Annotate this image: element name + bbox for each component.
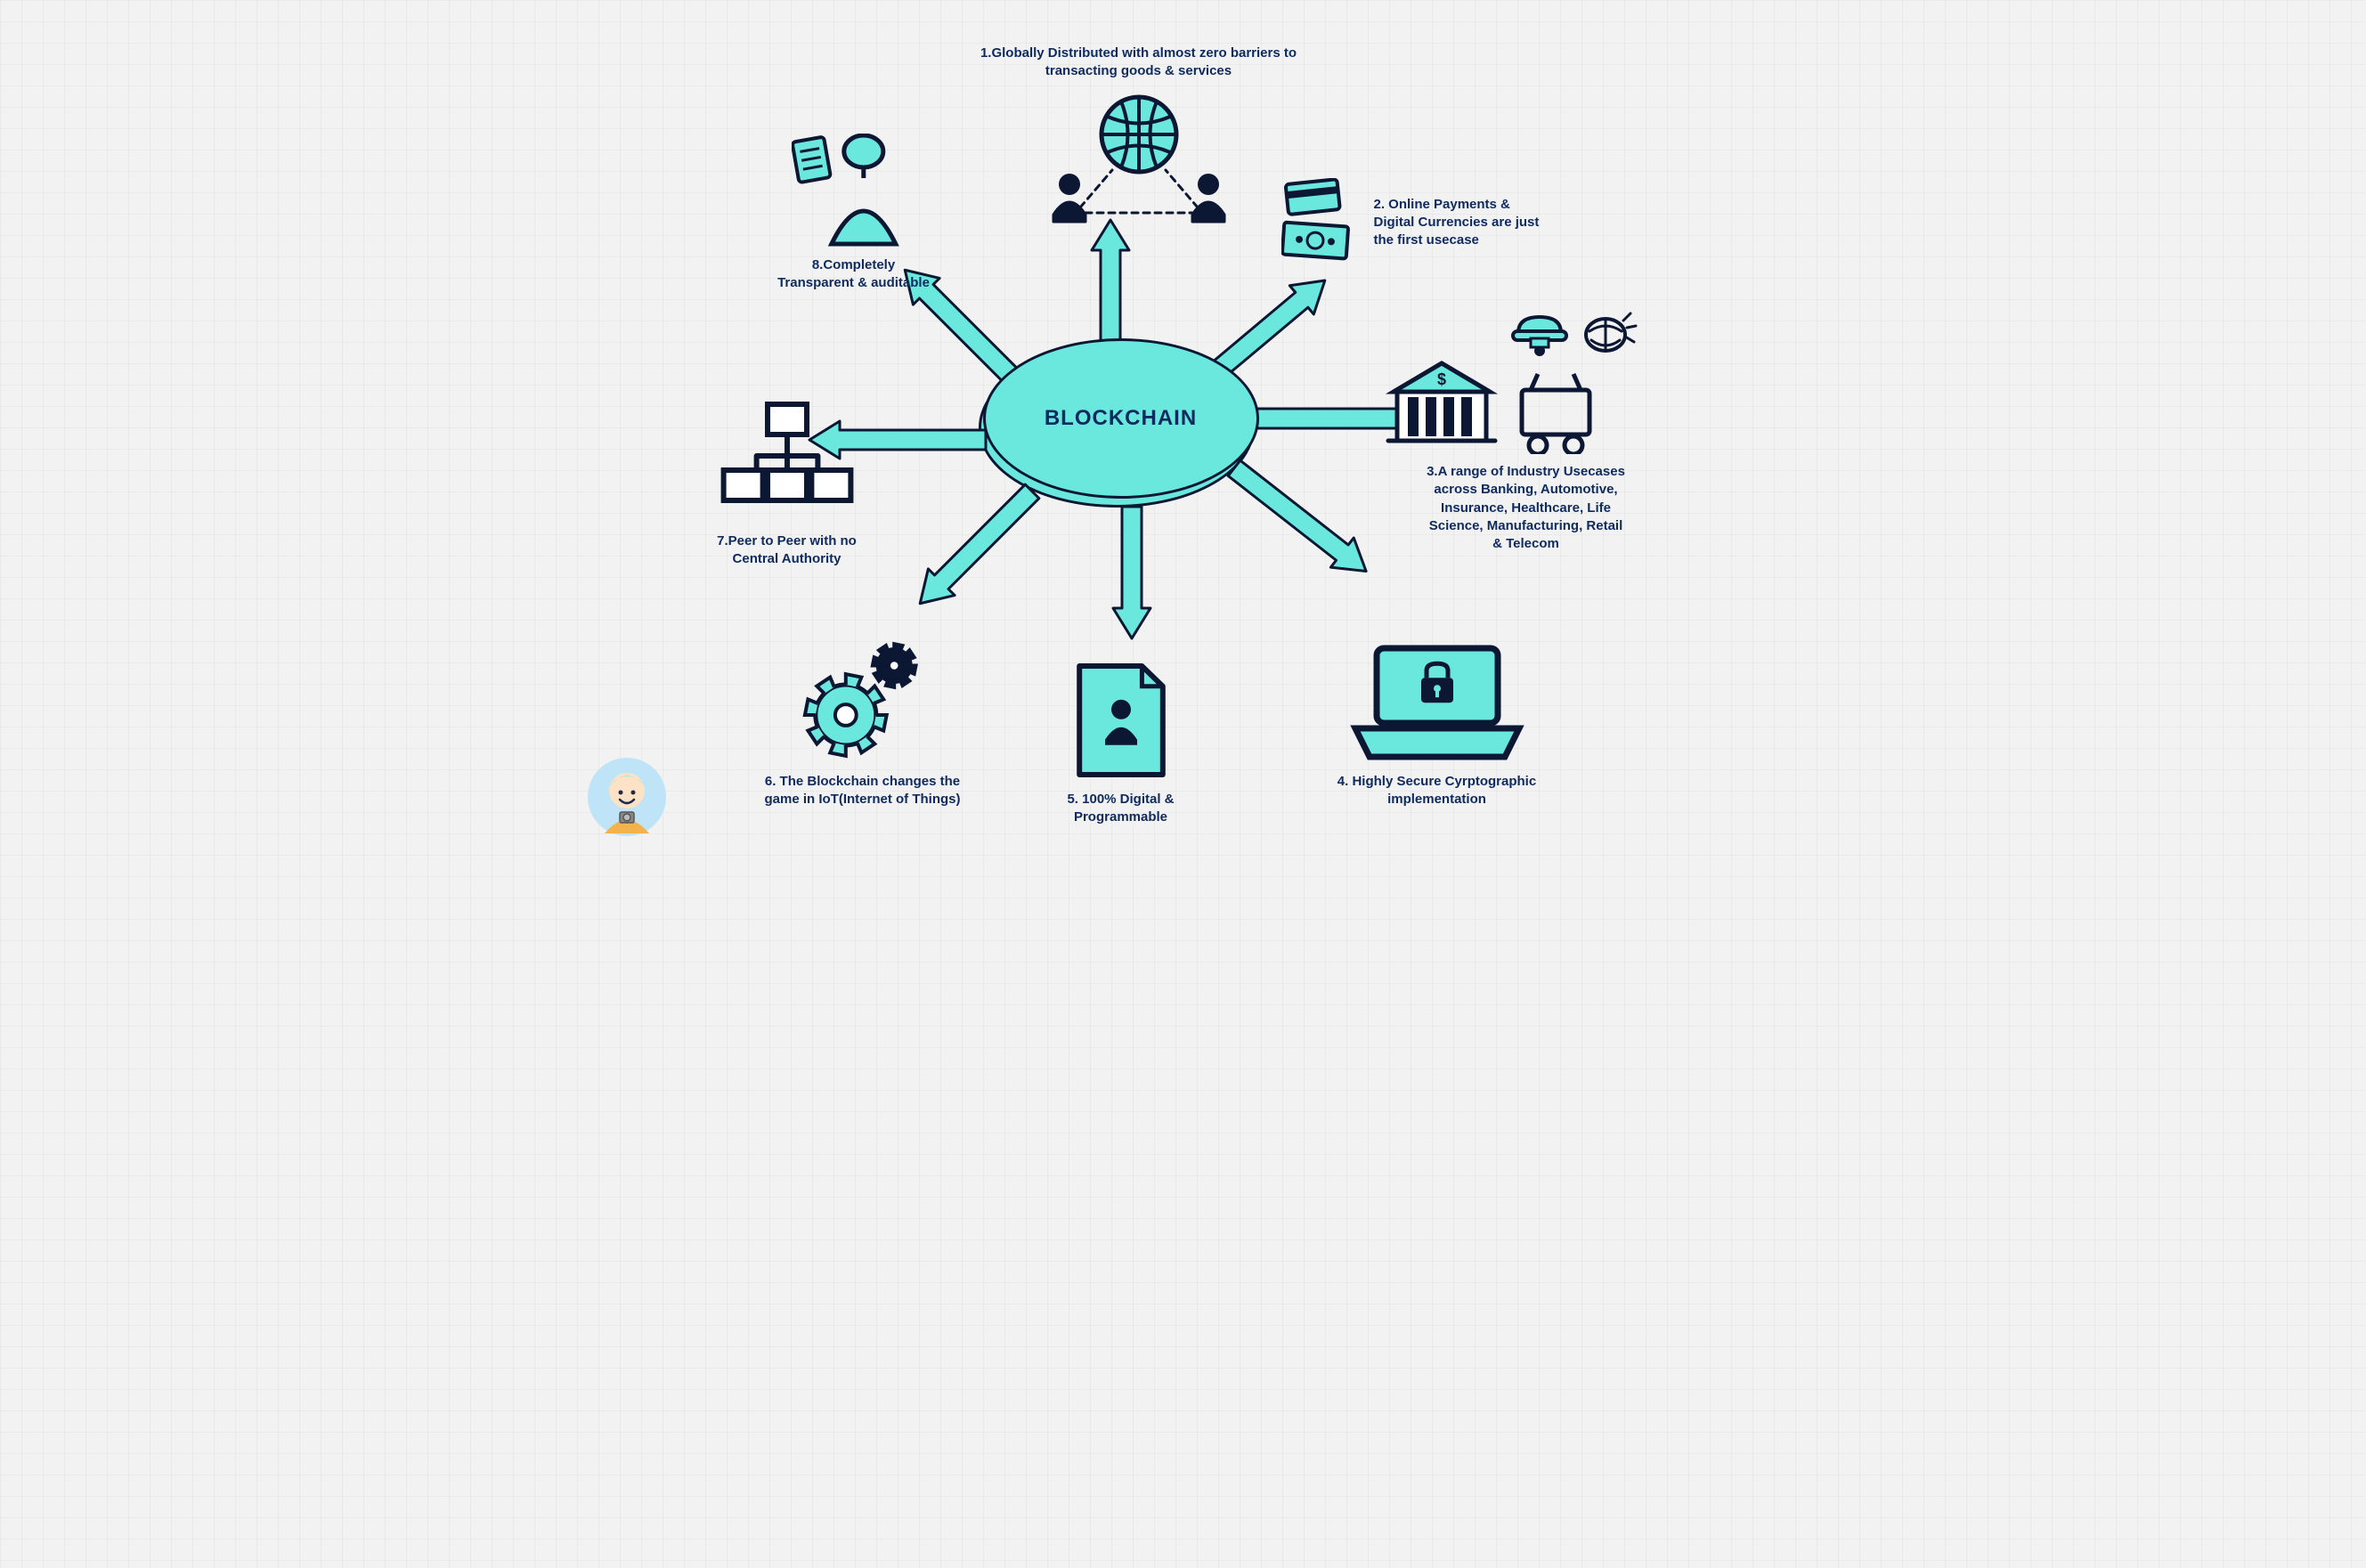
node-5-label: 5. 100% Digital & Programmable bbox=[1041, 791, 1201, 827]
arrow-1 bbox=[1110, 216, 1132, 353]
audit-person-icon bbox=[774, 134, 934, 249]
globe-people-icon bbox=[961, 90, 1317, 223]
node-5: 5. 100% Digital & Programmable bbox=[1041, 659, 1201, 827]
arrow-2 bbox=[1216, 279, 1342, 389]
center-label: BLOCKCHAIN bbox=[1045, 406, 1197, 431]
payments-icon bbox=[1281, 178, 1362, 267]
mindmap-canvas: BLOCKCHAIN 1.Globally Distributed with al… bbox=[524, 0, 1842, 873]
node-1: 1.Globally Distributed with almost zero … bbox=[961, 45, 1317, 231]
node-8-label: 8.Completely Transparent & auditable bbox=[774, 256, 934, 293]
avatar-icon bbox=[587, 757, 667, 837]
node-2: 2. Online Payments & Digital Currencies … bbox=[1281, 178, 1557, 267]
industries-icon: $ bbox=[1379, 312, 1646, 459]
node-7-label: 7.Peer to Peer with no Central Authority bbox=[694, 532, 881, 569]
node-4-label: 4. Highly Secure Cyrptographic implement… bbox=[1335, 773, 1540, 809]
gears-icon bbox=[747, 632, 979, 766]
node-2-label: 2. Online Payments & Digital Currencies … bbox=[1374, 196, 1552, 250]
node-6-label: 6. The Blockchain changes the game in Io… bbox=[747, 773, 979, 809]
network-icon bbox=[694, 401, 881, 525]
node-8: 8.Completely Transparent & auditable bbox=[774, 134, 934, 293]
svg-text:$: $ bbox=[1436, 370, 1445, 388]
arrow-6 bbox=[903, 475, 1034, 606]
laptop-lock-icon bbox=[1335, 641, 1540, 766]
arrow-4 bbox=[1219, 467, 1369, 590]
arrow-5 bbox=[1110, 505, 1132, 642]
center-node: BLOCKCHAIN bbox=[983, 338, 1259, 499]
node-1-label: 1.Globally Distributed with almost zero … bbox=[961, 45, 1317, 81]
node-4: 4. Highly Secure Cyrptographic implement… bbox=[1335, 641, 1540, 809]
document-icon bbox=[1041, 659, 1201, 784]
node-3: 3.A range of Industry Usecases across Ba… bbox=[1424, 463, 1629, 553]
node-3-label: 3.A range of Industry Usecases across Ba… bbox=[1424, 463, 1629, 553]
node-6: 6. The Blockchain changes the game in Io… bbox=[747, 632, 979, 809]
node-7: 7.Peer to Peer with no Central Authority bbox=[694, 401, 881, 569]
